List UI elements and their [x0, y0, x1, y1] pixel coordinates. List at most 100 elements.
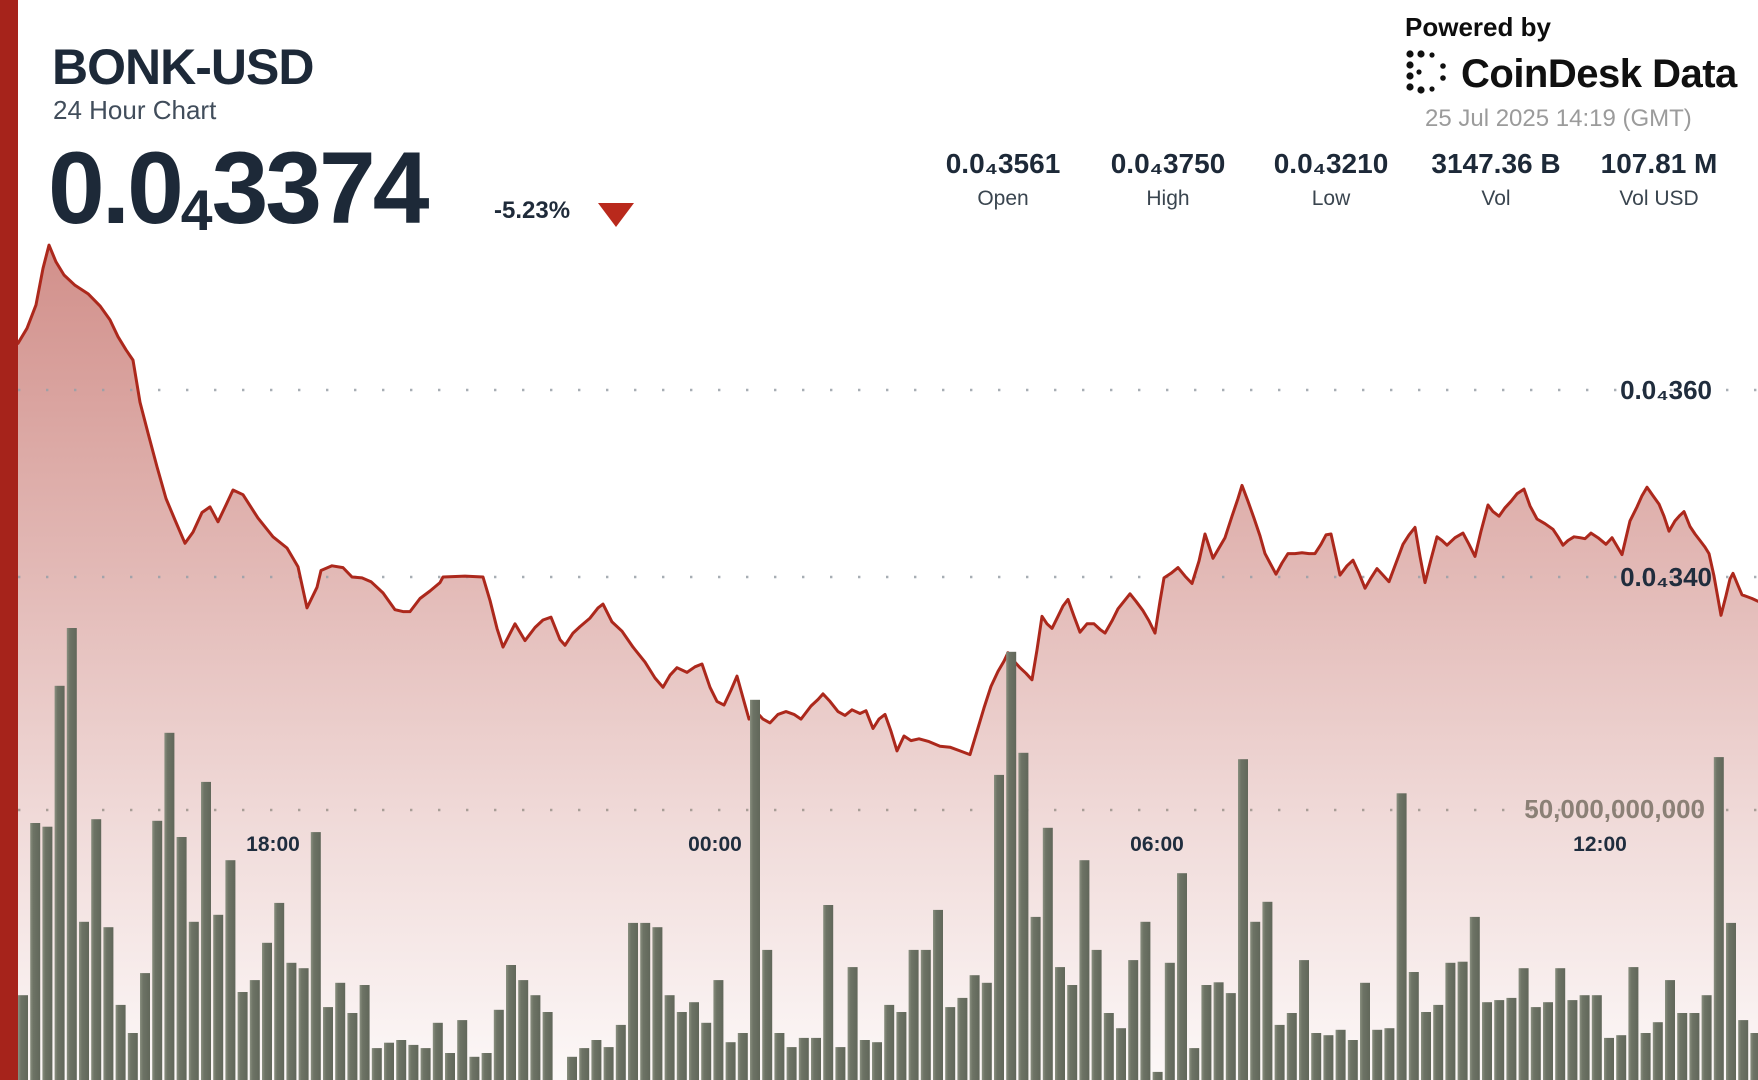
volume-bar [1677, 1013, 1688, 1080]
volume-bar [981, 982, 992, 1080]
volume-bar [1640, 1033, 1651, 1080]
volume-bar [359, 985, 370, 1080]
volume-bar [1591, 995, 1602, 1080]
volume-bar [762, 949, 773, 1080]
stat-low-value: 0.0₄3210 [1273, 148, 1389, 179]
volume-bar [1701, 995, 1712, 1080]
stat-low-label: Low [1311, 187, 1351, 210]
volume-bar [920, 949, 931, 1080]
volume-bar [176, 837, 187, 1080]
coindesk-logo-icon [1405, 49, 1451, 100]
volume-bar [445, 1053, 455, 1080]
volume-bar [1140, 921, 1151, 1080]
price-line [16, 243, 1758, 757]
volume-bar [847, 967, 858, 1080]
volume-bar [567, 1056, 577, 1080]
volume-bar [42, 826, 53, 1080]
volume-bar [396, 1040, 407, 1080]
volume-bar [676, 1012, 687, 1080]
volume-bar [1201, 985, 1212, 1080]
volume-bar [213, 914, 224, 1080]
volume-bar [1335, 1029, 1346, 1080]
volume-bar [347, 1013, 358, 1080]
volume-bar [1628, 967, 1639, 1080]
stat-vol: 3147.36 B Vol [1431, 148, 1560, 211]
volume-bar [1213, 982, 1224, 1080]
volume-bar [1055, 967, 1065, 1080]
volume-bar [1518, 968, 1529, 1080]
volume-bar [774, 1033, 785, 1080]
volume-bar [591, 1040, 602, 1080]
volume-bar [1238, 759, 1248, 1080]
volume-bar [225, 860, 236, 1080]
volume-bar [530, 995, 541, 1080]
volume-bar [1323, 1035, 1334, 1080]
dotted-gridlines [18, 388, 1758, 812]
volume-bar [1408, 972, 1419, 1080]
volume-bar [18, 995, 28, 1080]
volume-bar [872, 1042, 882, 1080]
volume-bar [1750, 1033, 1758, 1080]
volume-bar [1738, 1020, 1749, 1080]
chart-subtitle: 24 Hour Chart [53, 95, 217, 125]
volume-bar [1421, 1012, 1431, 1080]
volume-bar [1604, 1037, 1614, 1080]
volume-bar [786, 1047, 797, 1080]
volume-bar [1030, 916, 1041, 1080]
volume-bar [1543, 1002, 1553, 1080]
volume-bar [335, 982, 346, 1080]
volume-bar [884, 1004, 895, 1080]
volume-bar [481, 1053, 492, 1080]
volume-bar [164, 732, 175, 1080]
stat-open: 0.0₄3561 Open [946, 148, 1061, 211]
volume-bar [310, 832, 321, 1080]
volume-bar [518, 980, 529, 1080]
volume-bar [323, 1007, 333, 1080]
volume-bar [1396, 793, 1407, 1080]
price-change-percent: -5.23% [494, 197, 571, 224]
current-price: 0.043374 [48, 130, 429, 247]
volume-bar [835, 1047, 846, 1080]
powered-by-label: Powered by [1405, 12, 1551, 42]
volume-bar [933, 909, 943, 1080]
volume-bar [1018, 752, 1029, 1080]
volume-bar [737, 1033, 748, 1080]
volume-bar [652, 927, 663, 1080]
volume-bar [432, 1022, 443, 1080]
volume-bar [1616, 1035, 1627, 1080]
volume-bar [1311, 1033, 1322, 1080]
volume-bar [542, 1012, 553, 1080]
volume-bar [286, 962, 297, 1080]
volume-bar [1445, 962, 1456, 1080]
volume-bar [1652, 1022, 1663, 1080]
stat-high: 0.0₄3750 High [1111, 148, 1226, 211]
volume-bar [188, 921, 199, 1080]
volume-bar [1006, 651, 1017, 1080]
stat-vol-usd-label: Vol USD [1619, 187, 1699, 210]
volume-bar [54, 685, 65, 1080]
volume-bar [506, 965, 516, 1080]
volume-bar [469, 1056, 480, 1080]
volume-bar [969, 975, 980, 1080]
volume-bar [811, 1037, 821, 1080]
chart-timestamp: 25 Jul 2025 14:19 (GMT) [1425, 105, 1692, 132]
volume-bar [628, 922, 638, 1080]
volume-bar [1079, 860, 1090, 1080]
volume-bar [1360, 982, 1370, 1080]
volume-bar [66, 628, 77, 1080]
volume-bar [1579, 995, 1590, 1080]
price-subscript: 4 [180, 179, 213, 244]
coindesk-logo[interactable]: CoinDesk Data [1405, 49, 1737, 100]
volume-bar [371, 1048, 382, 1080]
volume-bar [1689, 1013, 1700, 1080]
volume-bar [725, 1042, 736, 1080]
volume-bar [1103, 1013, 1114, 1080]
stat-vol-value: 3147.36 B [1431, 148, 1561, 179]
volume-bar [798, 1037, 809, 1080]
volume-bar [1067, 985, 1078, 1080]
stat-open-label: Open [977, 187, 1029, 210]
volume-bar [152, 820, 163, 1080]
stat-vol-label: Vol [1481, 187, 1511, 210]
